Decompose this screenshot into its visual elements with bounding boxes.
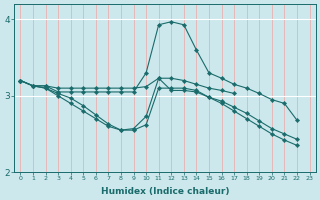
- X-axis label: Humidex (Indice chaleur): Humidex (Indice chaleur): [101, 187, 229, 196]
